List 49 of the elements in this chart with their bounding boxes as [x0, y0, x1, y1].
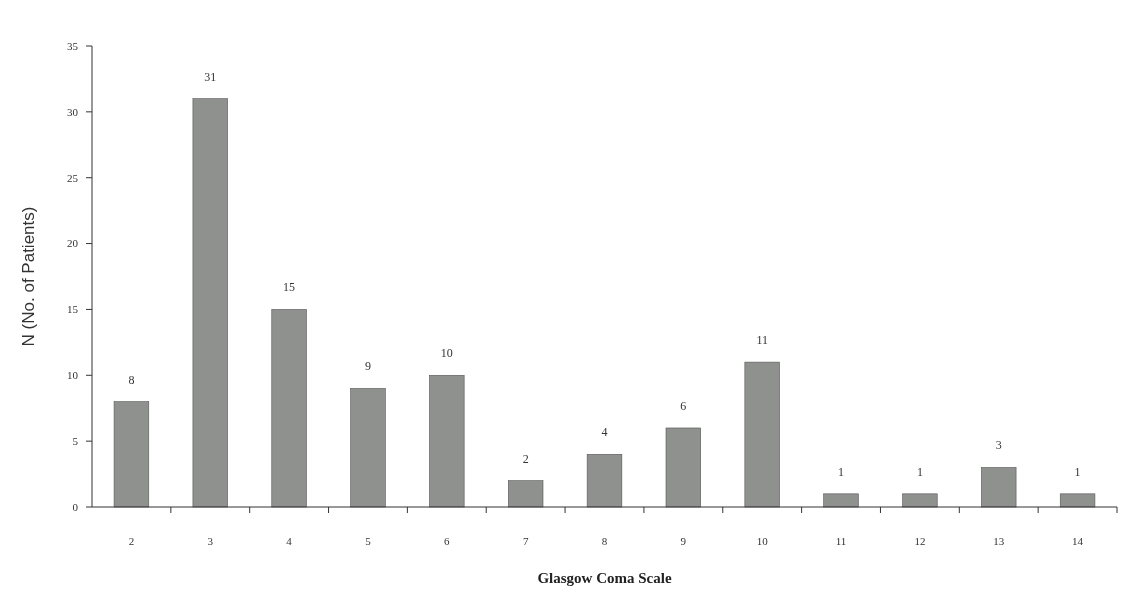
data-label: 4 [601, 425, 608, 440]
x-tick-label: 12 [914, 535, 926, 547]
bar [429, 374, 465, 508]
bar [350, 388, 386, 508]
bar [586, 454, 623, 508]
data-label: 1 [1074, 464, 1081, 479]
bar [823, 493, 859, 508]
x-tick-label: 5 [365, 535, 372, 547]
x-tick-label: 4 [286, 535, 293, 547]
y-tick-label: 10 [67, 369, 79, 382]
data-label: 15 [283, 280, 296, 295]
x-axis-title: Glasgow Coma Scale [537, 570, 672, 586]
y-tick-label: 35 [67, 39, 79, 52]
y-axis-title: N (No. of Patients) [19, 206, 38, 347]
bar [744, 361, 780, 508]
x-tick-label: 14 [1072, 535, 1084, 547]
x-tick-label: 6 [444, 535, 451, 547]
data-label: 2 [522, 451, 529, 466]
y-tick-label: 15 [67, 303, 79, 316]
y-tick-label: 0 [72, 500, 79, 513]
data-label: 1 [838, 464, 845, 479]
data-label: 9 [364, 359, 371, 374]
x-tick-label: 2 [128, 535, 135, 547]
bar [665, 427, 701, 508]
x-tick-label: 8 [601, 535, 608, 547]
data-label: 3 [995, 438, 1002, 453]
y-tick-label: 20 [67, 237, 79, 250]
bar [113, 401, 150, 508]
data-label: 10 [440, 346, 453, 361]
y-tick-label: 30 [67, 105, 79, 118]
bar [981, 467, 1017, 508]
data-label: 8 [128, 372, 135, 387]
bar [1059, 493, 1096, 508]
x-tick-label: 10 [756, 535, 769, 547]
bar [192, 98, 228, 508]
x-tick-label: 11 [835, 535, 847, 547]
bar [902, 493, 938, 508]
data-label: 6 [680, 398, 687, 413]
x-tick-label: 13 [993, 535, 1005, 547]
x-tick-label: 9 [680, 535, 687, 547]
x-tick-label: 3 [207, 535, 214, 547]
y-tick-label: 5 [72, 434, 79, 447]
data-label: 11 [756, 333, 768, 348]
bar [508, 480, 544, 508]
data-label: 1 [916, 464, 923, 479]
x-tick-label: 7 [522, 535, 529, 547]
data-label: 31 [204, 69, 217, 84]
y-tick-label: 25 [67, 171, 79, 184]
bar [271, 309, 307, 508]
